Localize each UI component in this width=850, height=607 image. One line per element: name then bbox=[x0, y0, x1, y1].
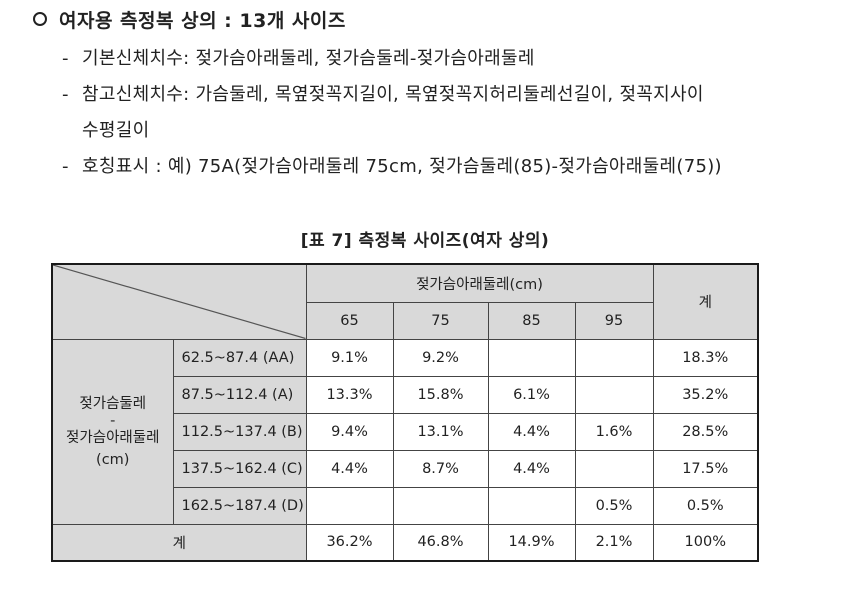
column-header: 75 bbox=[392, 301, 489, 340]
data-cell: 1.6% bbox=[574, 412, 654, 451]
row-group-label-line: 젖가슴아래둘레 bbox=[66, 429, 160, 446]
column-total-cell: 36.2% bbox=[305, 523, 394, 562]
diagonal-corner-cell bbox=[51, 263, 307, 340]
data-cell: 9.4% bbox=[305, 412, 394, 451]
range-label: 87.5~112.4 (A) bbox=[172, 375, 307, 414]
table-caption: [표 7] 측정복 사이즈(여자 상의) bbox=[300, 231, 550, 251]
total-row-label: 계 bbox=[51, 523, 307, 562]
range-label: 62.5~87.4 (AA) bbox=[172, 338, 307, 377]
list-item-basic-measurements: - 기본신체치수: 젖가슴아래둘레, 젖가슴둘레-젖가슴아래둘레 bbox=[62, 44, 535, 70]
column-header: 65 bbox=[305, 301, 394, 340]
list-item-continuation: 수평길이 bbox=[82, 116, 149, 142]
column-total-cell: 2.1% bbox=[574, 523, 654, 562]
dash-marker: - bbox=[62, 156, 69, 177]
size-table: 젖가슴아래둘레(cm) 계 65 75 85 95 젖가슴둘레 - 젖가슴아래둘… bbox=[51, 263, 759, 562]
table-row: 112.5~137.4 (B) 9.4% 13.1% 4.4% 1.6% 28.… bbox=[52, 412, 759, 451]
section-heading: 여자용 측정복 상의 : 13개 사이즈 bbox=[33, 6, 346, 33]
data-cell: 6.1% bbox=[487, 375, 576, 414]
data-cell: 0.5% bbox=[574, 486, 654, 525]
underbust-group-header: 젖가슴아래둘레(cm) bbox=[305, 263, 654, 303]
data-cell: 4.4% bbox=[487, 412, 576, 451]
column-total-cell: 46.8% bbox=[392, 523, 489, 562]
column-header: 85 bbox=[487, 301, 576, 340]
total-column-header: 계 bbox=[652, 263, 759, 340]
data-cell: 4.4% bbox=[305, 449, 394, 488]
list-item-text: 참고신체치수: 가슴둘레, 목옆젖꼭지길이, 목옆젖꼭지허리둘레선길이, 젖꼭지… bbox=[82, 84, 704, 105]
data-cell: 8.7% bbox=[392, 449, 489, 488]
dash-marker: - bbox=[62, 84, 69, 105]
data-cell: 9.2% bbox=[392, 338, 489, 377]
data-cell bbox=[574, 375, 654, 414]
row-group-label-line: 젖가슴둘레 bbox=[79, 395, 147, 412]
column-total-cell: 14.9% bbox=[487, 523, 576, 562]
row-total-cell: 0.5% bbox=[652, 486, 759, 525]
dash-marker: - bbox=[62, 48, 69, 69]
table-row: 87.5~112.4 (A) 13.3% 15.8% 6.1% 35.2% bbox=[52, 375, 759, 414]
range-label: 137.5~162.4 (C) bbox=[172, 449, 307, 488]
data-cell: 13.3% bbox=[305, 375, 394, 414]
data-cell: 13.1% bbox=[392, 412, 489, 451]
data-cell: 15.8% bbox=[392, 375, 489, 414]
range-label: 162.5~187.4 (D) bbox=[172, 486, 307, 525]
list-item-text: 기본신체치수: 젖가슴아래둘레, 젖가슴둘레-젖가슴아래둘레 bbox=[82, 48, 535, 69]
data-cell bbox=[487, 486, 576, 525]
list-item-reference-measurements: - 참고신체치수: 가슴둘레, 목옆젖꼭지길이, 목옆젖꼭지허리둘레선길이, 젖꼭… bbox=[62, 80, 704, 106]
row-group-label-line: - bbox=[110, 412, 116, 429]
list-item-text: 호칭표시 : 예) 75A(젖가슴아래둘레 75cm, 젖가슴둘레(85)-젖가… bbox=[82, 156, 722, 177]
column-header: 95 bbox=[574, 301, 654, 340]
list-item-text: 수평길이 bbox=[82, 120, 150, 141]
data-cell bbox=[487, 338, 576, 377]
row-total-cell: 18.3% bbox=[652, 338, 759, 377]
list-item-size-designation: - 호칭표시 : 예) 75A(젖가슴아래둘레 75cm, 젖가슴둘레(85)-젖… bbox=[62, 152, 722, 178]
data-cell bbox=[305, 486, 394, 525]
data-cell: 9.1% bbox=[305, 338, 394, 377]
diagonal-line-icon bbox=[53, 265, 306, 339]
table-row: 젖가슴둘레 - 젖가슴아래둘레 (cm) 62.5~87.4 (AA) 9.1%… bbox=[51, 338, 759, 525]
data-cell bbox=[574, 449, 654, 488]
data-cell bbox=[392, 486, 489, 525]
row-total-cell: 28.5% bbox=[652, 412, 759, 451]
table-row: 162.5~187.4 (D) 0.5% 0.5% bbox=[52, 486, 759, 525]
total-row: 계 36.2% 46.8% 14.9% 2.1% 100% bbox=[51, 523, 759, 562]
circle-bullet-icon bbox=[33, 12, 47, 26]
data-cell bbox=[574, 338, 654, 377]
range-label: 112.5~137.4 (B) bbox=[172, 412, 307, 451]
row-group-label-line: (cm) bbox=[96, 451, 130, 468]
row-group-label: 젖가슴둘레 - 젖가슴아래둘레 (cm) bbox=[51, 338, 174, 525]
row-total-cell: 17.5% bbox=[652, 449, 759, 488]
section-heading-text: 여자용 측정복 상의 : 13개 사이즈 bbox=[59, 10, 346, 32]
grand-total-cell: 100% bbox=[652, 523, 759, 562]
data-cell: 4.4% bbox=[487, 449, 576, 488]
row-total-cell: 35.2% bbox=[652, 375, 759, 414]
